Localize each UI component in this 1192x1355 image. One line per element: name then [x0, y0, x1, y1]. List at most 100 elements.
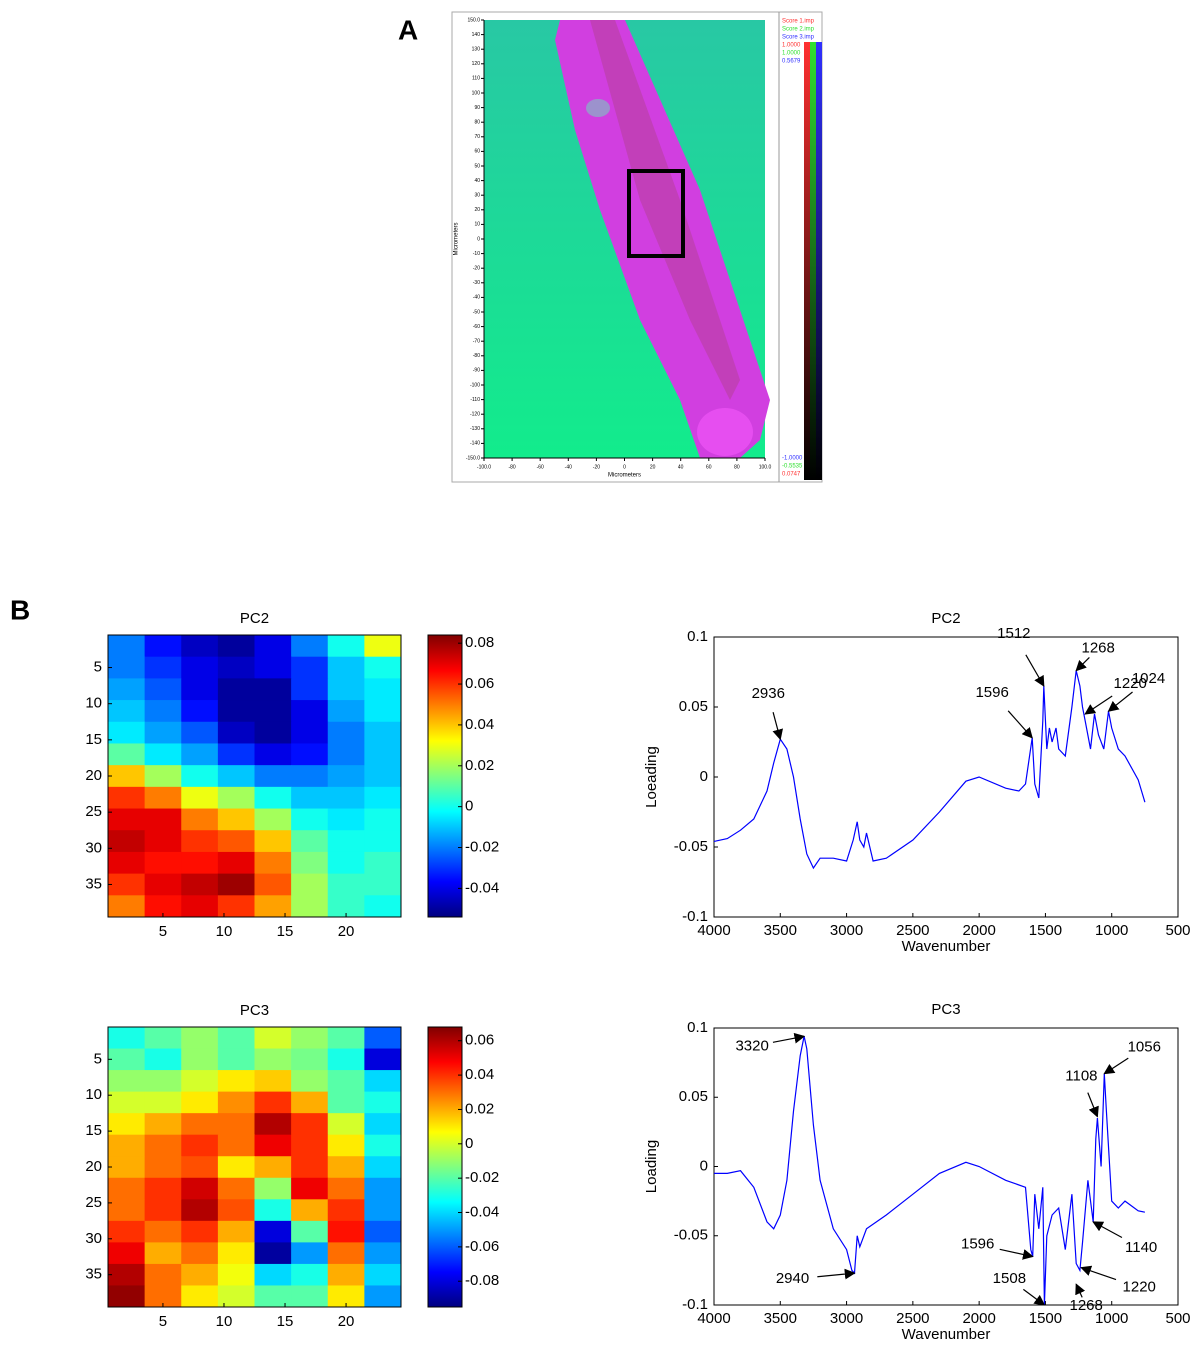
x-tick-label: 20	[650, 464, 656, 470]
heatmap-cell	[144, 721, 182, 744]
annotation-arrow	[772, 712, 783, 741]
heatmap-cell	[291, 1220, 329, 1243]
heatmap-cell	[254, 656, 292, 679]
heatmap-cell	[364, 1156, 402, 1179]
heatmap-cell	[254, 786, 292, 810]
annotation-label: 2936	[752, 685, 785, 702]
colorbar-tick-label: -0.06	[465, 1238, 499, 1255]
y-axis-label: Micrometers	[454, 222, 460, 255]
heatmap-cell	[291, 1263, 329, 1286]
heatmap-cell	[364, 895, 402, 918]
annotation-label: 1140	[1125, 1239, 1157, 1256]
heatmap-cell	[364, 1199, 402, 1222]
y-tick-label: 130	[472, 47, 481, 53]
heatmap-cell	[291, 808, 329, 831]
heatmap-cell	[181, 1177, 219, 1200]
heatmap-cell	[217, 765, 255, 788]
y-tick-label: 20	[85, 1158, 102, 1175]
annotation-arrow	[1025, 654, 1045, 687]
y-tick-label: -10	[473, 251, 480, 257]
x-axis-label: Micrometers	[608, 473, 641, 479]
annotation-arrow	[1087, 1092, 1099, 1118]
heatmap-cell	[217, 786, 255, 810]
y-tick-label: -80	[473, 353, 480, 359]
heatmap-cell	[364, 1113, 402, 1136]
heatmap-cell	[217, 1242, 255, 1265]
y-tick-label: 0	[477, 236, 480, 242]
heatmap-cell	[144, 1263, 182, 1286]
legend-name: Score 3.imp	[782, 35, 815, 41]
heatmap-cell	[108, 1285, 146, 1308]
heatmap-cell	[144, 895, 182, 918]
x-tick-label: 2000	[962, 1310, 995, 1327]
series-line	[713, 670, 1146, 870]
colorbar-tick-label: -0.02	[465, 1169, 499, 1186]
heatmap-cell	[254, 808, 292, 831]
y-tick-label: -20	[473, 266, 480, 272]
heatmap-cell	[254, 721, 292, 744]
heatmap-cell	[254, 635, 292, 658]
x-tick-label: 10	[216, 923, 233, 940]
heatmap-cell	[327, 635, 365, 658]
heatmap-cell	[108, 895, 146, 918]
annotation-arrow	[999, 1248, 1034, 1260]
heatmap-cell	[217, 851, 255, 875]
y-tick-label: -70	[473, 339, 480, 345]
heatmap-cell	[144, 1091, 182, 1114]
heatmap-cell	[364, 808, 402, 831]
colorbar-tick-label: 0	[465, 1135, 473, 1152]
heatmap-cell	[144, 1048, 182, 1071]
y-tick-label: 10	[85, 1086, 102, 1103]
colorbar-tick-label: -0.02	[465, 838, 499, 855]
heatmap-cell	[144, 678, 182, 701]
heatmap-cell	[327, 1220, 365, 1243]
heatmap-cell	[181, 808, 219, 831]
heatmap-cell	[181, 1134, 219, 1157]
heatmap-cell	[327, 1177, 365, 1200]
heatmap-cell	[327, 808, 365, 831]
x-tick-label: 1000	[1095, 1310, 1128, 1327]
heatmap-cell	[254, 1177, 292, 1200]
colorbar-tick-label: 0.08	[465, 634, 494, 651]
heatmap-cell	[108, 765, 146, 788]
y-tick-label: 20	[85, 767, 102, 784]
legend-min: 0.0747	[782, 472, 801, 478]
x-tick-label: -20	[593, 464, 600, 470]
heatmap-cell	[327, 743, 365, 766]
heatmap-cell	[327, 1199, 365, 1222]
heatmap-cell	[108, 1156, 146, 1179]
x-tick-label: 40	[678, 464, 684, 470]
heatmap-cell	[181, 1199, 219, 1222]
x-tick-label: -60	[537, 464, 544, 470]
heatmap-cell	[327, 873, 365, 896]
panel-label: B	[10, 594, 30, 625]
heatmap-cell	[108, 808, 146, 831]
heatmap-cell	[144, 1027, 182, 1050]
heatmap-cell	[108, 678, 146, 701]
x-tick-label: 3000	[830, 1310, 863, 1327]
heatmap-cell	[181, 895, 219, 918]
heatmap-cell	[181, 656, 219, 679]
heatmap-cell	[108, 721, 146, 744]
x-tick-label: 15	[277, 1313, 294, 1330]
annotation-arrow	[1007, 710, 1033, 739]
x-tick-label: -80	[508, 464, 515, 470]
legend-name: Score 2.imp	[782, 27, 815, 33]
annotation-arrow	[1103, 1057, 1129, 1075]
heatmap-cell	[254, 678, 292, 701]
heatmap-cell	[144, 700, 182, 723]
heatmap-cell	[181, 1220, 219, 1243]
heatmap-cell	[291, 1113, 329, 1136]
heatmap-cell	[108, 700, 146, 723]
heatmap-cell	[291, 1134, 329, 1157]
annotation-arrow	[772, 1032, 806, 1044]
heatmap-cell	[108, 873, 146, 896]
y-tick-label: 0.05	[679, 698, 708, 715]
y-tick-label: 50	[474, 163, 480, 169]
heatmap-cell	[217, 1134, 255, 1157]
heatmap-cell	[181, 721, 219, 744]
heatmap-cell	[217, 743, 255, 766]
heatmap-cell	[108, 1242, 146, 1265]
heatmap-cell	[144, 656, 182, 679]
x-tick-label: 2500	[896, 1310, 929, 1327]
